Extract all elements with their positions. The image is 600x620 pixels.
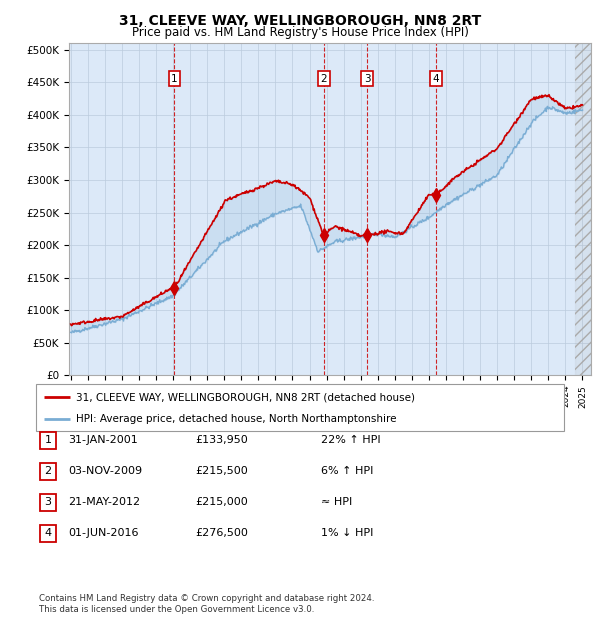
Bar <box>575 43 591 375</box>
Text: 03-NOV-2009: 03-NOV-2009 <box>68 466 142 476</box>
Text: 3: 3 <box>44 497 52 507</box>
Text: 3: 3 <box>364 74 371 84</box>
Text: 2: 2 <box>44 466 52 476</box>
Text: 31-JAN-2001: 31-JAN-2001 <box>68 435 137 445</box>
Text: £215,000: £215,000 <box>195 497 248 507</box>
Text: Price paid vs. HM Land Registry's House Price Index (HPI): Price paid vs. HM Land Registry's House … <box>131 26 469 39</box>
Text: Contains HM Land Registry data © Crown copyright and database right 2024.: Contains HM Land Registry data © Crown c… <box>39 593 374 603</box>
Text: 22% ↑ HPI: 22% ↑ HPI <box>321 435 380 445</box>
Text: 31, CLEEVE WAY, WELLINGBOROUGH, NN8 2RT (detached house): 31, CLEEVE WAY, WELLINGBOROUGH, NN8 2RT … <box>76 392 415 402</box>
Bar <box>575 43 591 375</box>
Text: 31, CLEEVE WAY, WELLINGBOROUGH, NN8 2RT: 31, CLEEVE WAY, WELLINGBOROUGH, NN8 2RT <box>119 14 481 28</box>
Text: 1: 1 <box>44 435 52 445</box>
Text: 6% ↑ HPI: 6% ↑ HPI <box>321 466 373 476</box>
Text: 1% ↓ HPI: 1% ↓ HPI <box>321 528 373 538</box>
FancyBboxPatch shape <box>40 525 56 542</box>
Text: HPI: Average price, detached house, North Northamptonshire: HPI: Average price, detached house, Nort… <box>76 414 396 424</box>
Text: 4: 4 <box>44 528 52 538</box>
Text: 2: 2 <box>320 74 327 84</box>
Text: 01-JUN-2016: 01-JUN-2016 <box>68 528 139 538</box>
Text: This data is licensed under the Open Government Licence v3.0.: This data is licensed under the Open Gov… <box>39 604 314 614</box>
FancyBboxPatch shape <box>40 494 56 511</box>
Text: 4: 4 <box>433 74 439 84</box>
FancyBboxPatch shape <box>36 384 564 431</box>
Text: 1: 1 <box>171 74 178 84</box>
Text: ≈ HPI: ≈ HPI <box>321 497 352 507</box>
FancyBboxPatch shape <box>40 463 56 480</box>
FancyBboxPatch shape <box>40 432 56 449</box>
Text: £133,950: £133,950 <box>195 435 248 445</box>
Text: £215,500: £215,500 <box>195 466 248 476</box>
Text: £276,500: £276,500 <box>195 528 248 538</box>
Text: 21-MAY-2012: 21-MAY-2012 <box>68 497 140 507</box>
